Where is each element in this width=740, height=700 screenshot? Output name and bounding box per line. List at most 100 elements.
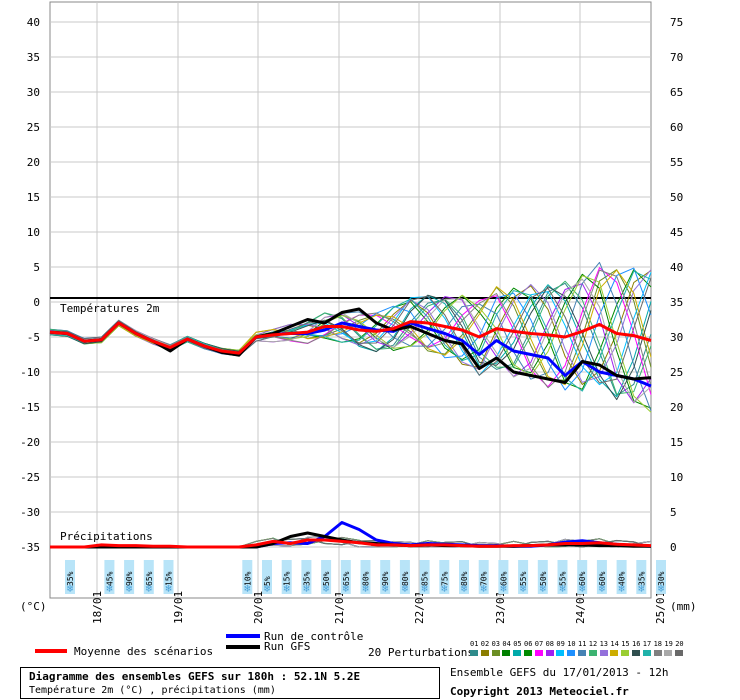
legend-control-label: Run de contrôle — [264, 630, 364, 643]
temp-tick-label: 25 — [27, 121, 40, 134]
temp-tick-label: -15 — [20, 401, 40, 414]
snow-prob-label: 70% — [480, 571, 489, 586]
temp-tick-label: 5 — [33, 261, 40, 274]
perturbation-number: 12 — [588, 640, 598, 648]
snow-prob-bar — [537, 560, 548, 594]
perturbation-number: 14 — [610, 640, 619, 648]
date-tick-label: 25/01 — [654, 591, 667, 624]
snow-prob-label: 35% — [66, 571, 75, 586]
date-tick-label: 24/01 — [574, 591, 587, 624]
snow-prob-bar — [380, 560, 391, 594]
snow-prob-bar — [419, 560, 430, 594]
snow-prob-label: 15% — [165, 571, 174, 586]
precip-tick-label: 5 — [670, 506, 677, 519]
temp-tick-label: 15 — [27, 191, 40, 204]
snowflake-icon: ❄ — [244, 582, 251, 595]
mean-temp-line — [49, 320, 652, 355]
snowflake-icon: ❄ — [520, 582, 527, 595]
snow-prob-bar — [439, 560, 450, 594]
temp-tick-label: 20 — [27, 156, 40, 169]
perturbation-number: 16 — [632, 640, 641, 648]
snowflake-icon: ❄ — [323, 582, 330, 595]
snowflake-icon: ❄ — [618, 582, 625, 595]
perturbation-number: 20 — [675, 640, 684, 648]
snow-prob-label: 80% — [401, 571, 410, 586]
snow-prob-label: 55% — [559, 571, 568, 586]
perturbation-swatch — [588, 650, 597, 656]
snowflake-icon: ❄ — [539, 582, 546, 595]
precip-tick-label: 40 — [670, 261, 683, 274]
precip-tick-label: 0 — [670, 541, 677, 554]
snow-prob-bar — [478, 560, 489, 594]
snowflake-icon: ❄ — [126, 582, 133, 595]
perturbation-number: 09 — [556, 640, 565, 648]
snow-prob-bar — [656, 560, 666, 594]
perturbation-swatch — [632, 650, 640, 656]
snowflake-icon: ❄ — [145, 582, 152, 595]
legend-gfs-swatch — [226, 645, 260, 649]
temp-tick-label: -20 — [20, 436, 40, 449]
snow-prob-bar — [636, 560, 647, 594]
perturbation-number: 06 — [524, 640, 533, 648]
perturbation-swatch — [664, 650, 673, 656]
perturbation-temp-line — [49, 269, 652, 383]
snow-prob-bar — [301, 560, 312, 594]
perturbation-swatch — [621, 650, 630, 656]
snowflake-icon: ❄ — [165, 582, 172, 595]
perturbation-number: 11 — [578, 640, 587, 648]
snow-prob-bar — [281, 560, 292, 594]
precip-tick-label: 60 — [670, 121, 683, 134]
perturbation-swatch — [567, 650, 576, 656]
precip-tick-label: 75 — [670, 16, 683, 29]
perturbation-number: 17 — [642, 640, 652, 648]
snowflake-icon: ❄ — [441, 582, 448, 595]
snow-prob-bar — [340, 560, 351, 594]
snowflake-icon: ❄ — [579, 582, 586, 595]
temp-panel-label: Températures 2m — [60, 302, 160, 315]
snow-prob-label: 60% — [499, 571, 508, 586]
perturbation-number: 08 — [545, 640, 555, 648]
snowflake-icon: ❄ — [303, 582, 310, 595]
snow-prob-label: 40% — [618, 571, 627, 586]
date-tick-label: 22/01 — [413, 591, 426, 624]
snow-prob-label: 60% — [578, 571, 587, 586]
snow-prob-label: 60% — [598, 571, 607, 586]
perturbation-number: 15 — [621, 640, 630, 648]
snow-prob-bar — [163, 560, 174, 594]
snow-prob-label: 65% — [145, 571, 154, 586]
precip-tick-label: 50 — [670, 191, 683, 204]
snow-prob-bar — [143, 560, 154, 594]
snow-prob-bar — [65, 560, 75, 594]
perturbation-number: 18 — [653, 640, 663, 648]
snow-prob-bar — [557, 560, 568, 594]
legend-mean-label: Moyenne des scénarios — [74, 645, 214, 658]
temp-tick-label: -25 — [20, 471, 40, 484]
snow-prob-label: 80% — [362, 571, 371, 586]
snowflake-icon: ❄ — [342, 582, 349, 595]
run-info: Ensemble GEFS du 17/01/2013 - 12h — [450, 666, 669, 679]
date-tick-label: 23/01 — [494, 591, 507, 624]
perturbation-number: 10 — [567, 640, 576, 648]
snowflake-icon: ❄ — [559, 582, 566, 595]
precip-tick-label: 35 — [670, 296, 683, 309]
temp-tick-label: 35 — [27, 51, 40, 64]
snowflake-icon: ❄ — [402, 582, 409, 595]
chart-title: Diagramme des ensembles GEFS sur 180h : … — [29, 670, 361, 683]
snowflake-icon: ❄ — [658, 582, 665, 595]
temp-tick-label: -10 — [20, 366, 40, 379]
snow-prob-bar — [124, 560, 135, 594]
snowflake-icon: ❄ — [264, 582, 271, 595]
legend-control-swatch — [226, 634, 260, 638]
snow-prob-label: 30% — [657, 571, 666, 586]
snow-prob-label: 50% — [539, 571, 548, 586]
plot-area — [49, 1, 652, 599]
snow-prob-label: 65% — [342, 571, 351, 586]
perturbation-swatch — [653, 650, 662, 656]
snowflake-icon: ❄ — [500, 582, 507, 595]
precip-tick-label: 70 — [670, 51, 683, 64]
perturbation-temp-line — [49, 278, 652, 403]
precip-tick-label: 15 — [670, 436, 683, 449]
snow-prob-bar — [498, 560, 509, 594]
precip-tick-label: 45 — [670, 226, 683, 239]
temp-tick-label: -35 — [20, 541, 40, 554]
